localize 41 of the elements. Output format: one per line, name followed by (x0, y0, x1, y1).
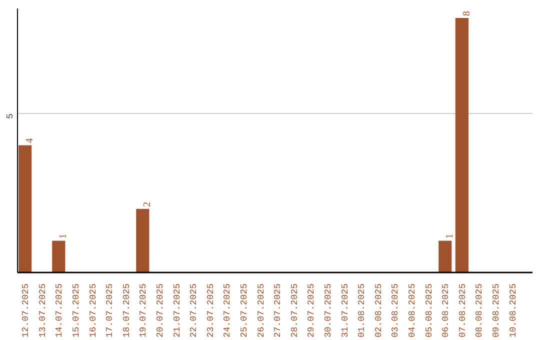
x-tick-label: 05.08.2025 (424, 283, 434, 338)
x-tick-label: 19.07.2025 (138, 283, 149, 338)
x-tick-label: 20.07.2025 (155, 283, 166, 338)
x-tick-label: 21.07.2025 (172, 283, 182, 338)
x-tick-label: 24.07.2025 (222, 283, 233, 338)
x-tick-label: 22.07.2025 (189, 283, 200, 338)
bar (18, 145, 32, 272)
x-tick-label: 08.08.2025 (474, 283, 485, 338)
x-tick-label: 10.08.2025 (508, 283, 518, 338)
bar (136, 208, 150, 272)
data-label: 1 (58, 234, 70, 239)
bar (438, 240, 452, 272)
x-tick-label: 15.07.2025 (71, 283, 82, 338)
x-tick-label: 07.08.2025 (458, 283, 468, 338)
data-label: 1 (444, 234, 456, 239)
x-tick-label: 06.08.2025 (441, 283, 452, 338)
x-tick-label: 28.07.2025 (290, 283, 300, 338)
y-tick-label: 5 (6, 113, 16, 119)
data-label: 8 (461, 11, 472, 16)
x-tick-label: 16.07.2025 (88, 283, 98, 338)
x-tick-label: 31.07.2025 (340, 283, 350, 338)
x-tick-label: 29.07.2025 (306, 283, 317, 338)
x-tick-label: 12.07.2025 (21, 283, 32, 338)
x-tick-label: 18.07.2025 (122, 283, 132, 338)
x-tick-label: 30.07.2025 (324, 283, 334, 338)
bar (455, 18, 468, 272)
x-tick-label: 23.07.2025 (206, 283, 216, 338)
bar (52, 240, 66, 272)
x-tick-label: 26.07.2025 (256, 283, 266, 338)
x-tick-label: 03.08.2025 (390, 283, 401, 338)
data-label: 4 (24, 138, 36, 144)
x-tick-label: 27.07.2025 (273, 283, 284, 338)
data-label: 2 (142, 202, 154, 207)
x-tick-label: 17.07.2025 (105, 283, 116, 338)
x-tick-label: 01.08.2025 (357, 283, 368, 338)
x-tick-label: 09.08.2025 (492, 283, 502, 338)
x-tick-label: 13.07.2025 (38, 283, 48, 338)
x-tick-label: 02.08.2025 (374, 283, 384, 338)
x-tick-label: 04.08.2025 (408, 283, 418, 338)
x-tick-label: 14.07.2025 (54, 283, 65, 338)
x-tick-label: 25.07.2025 (239, 283, 250, 338)
